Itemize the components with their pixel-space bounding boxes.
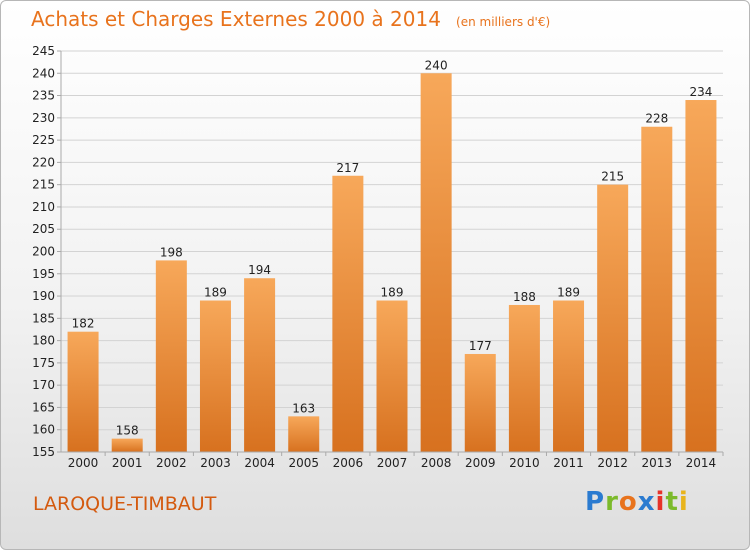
chart-title-block: Achats et Charges Externes 2000 à 2014 (…: [31, 7, 550, 31]
y-tick-label: 155: [32, 445, 55, 459]
data-label-2003: 189: [204, 286, 227, 300]
bar-2001: [111, 438, 143, 452]
y-tick-label: 235: [32, 89, 55, 103]
logo-letter: t: [665, 487, 679, 517]
y-tick-label: 230: [32, 111, 55, 125]
logo-letter: P: [585, 487, 606, 517]
bar-2012: [597, 184, 629, 452]
bar-2000: [67, 331, 99, 452]
logo-letter: o: [618, 487, 638, 517]
x-tick-label-2007: 2007: [377, 456, 408, 470]
bar-2003: [199, 300, 231, 452]
x-tick-label-2006: 2006: [333, 456, 364, 470]
y-tick-label: 165: [32, 400, 55, 414]
bar-2008: [420, 73, 452, 453]
y-tick-label: 225: [32, 133, 55, 147]
logo-letter: x: [637, 487, 656, 517]
location-label: LAROQUE-TIMBAUT: [33, 493, 217, 515]
y-tick-label: 220: [32, 155, 55, 169]
x-tick-label-2003: 2003: [200, 456, 231, 470]
data-label-2014: 234: [689, 85, 712, 99]
chart-unit-label: (en milliers d'€): [456, 15, 551, 29]
x-axis: 2000 2001 2002 2003 2004 2005 2006 2007 2008 2009…: [61, 451, 724, 470]
logo-letter: i: [678, 487, 689, 517]
bar-2009: [464, 353, 496, 452]
x-tick-label-2004: 2004: [244, 456, 275, 470]
y-tick-label: 170: [32, 378, 55, 392]
data-label-2000: 182: [72, 317, 95, 331]
logo-letter: i: [655, 487, 666, 517]
bar-2014: [685, 100, 717, 452]
x-tick-label-2001: 2001: [112, 456, 143, 470]
bar-2007: [376, 300, 408, 452]
bar-2006: [332, 175, 364, 452]
data-label-2012: 215: [601, 170, 624, 184]
y-tick-label: 195: [32, 267, 55, 281]
data-label-2006: 217: [336, 161, 359, 175]
y-tick-label: 200: [32, 245, 55, 259]
data-label-2007: 189: [381, 286, 404, 300]
bar-2013: [641, 126, 673, 452]
x-tick-label-2011: 2011: [553, 456, 584, 470]
y-tick-label: 240: [32, 66, 55, 80]
data-label-2009: 177: [469, 339, 492, 353]
x-tick-label-2002: 2002: [156, 456, 187, 470]
bar-2004: [244, 278, 276, 452]
data-label-2002: 198: [160, 245, 183, 259]
data-label-2001: 158: [116, 424, 139, 438]
y-tick-label: 205: [32, 222, 55, 236]
x-tick-label-2010: 2010: [509, 456, 540, 470]
logo-letter: r: [605, 487, 619, 517]
data-label-2008: 240: [425, 58, 448, 72]
y-tick-label: 245: [32, 44, 55, 58]
y-tick-label: 210: [32, 200, 55, 214]
y-tick-label: 190: [32, 289, 55, 303]
x-tick-label-2013: 2013: [642, 456, 673, 470]
x-tick-label-2005: 2005: [288, 456, 319, 470]
bar-2011: [553, 300, 585, 452]
y-tick-label: 180: [32, 334, 55, 348]
data-label-2011: 189: [557, 286, 580, 300]
y-axis: 155 160 165 170 175 180 185 190 195 200 205 210 215 2…: [32, 44, 62, 459]
chart-title: Achats et Charges Externes 2000 à 2014: [31, 7, 441, 31]
x-tick-label-2000: 2000: [68, 456, 99, 470]
data-label-2013: 228: [645, 112, 668, 126]
proxiti-logo: Proxiti: [585, 487, 689, 517]
x-tick-label-2009: 2009: [465, 456, 496, 470]
data-label-2004: 194: [248, 263, 271, 277]
x-tick-label-2012: 2012: [597, 456, 628, 470]
bars: 182 158 198 189 194 163 217 189 240 177 188 189 215 2…: [67, 58, 717, 453]
y-tick-label: 160: [32, 423, 55, 437]
bar-2010: [508, 304, 540, 452]
bar-2005: [288, 416, 320, 452]
data-label-2005: 163: [292, 401, 315, 415]
x-tick-label-2014: 2014: [686, 456, 717, 470]
y-tick-label: 175: [32, 356, 55, 370]
x-tick-label-2008: 2008: [421, 456, 452, 470]
y-tick-label: 215: [32, 178, 55, 192]
bar-2002: [155, 260, 187, 452]
y-tick-label: 185: [32, 311, 55, 325]
data-label-2010: 188: [513, 290, 536, 304]
